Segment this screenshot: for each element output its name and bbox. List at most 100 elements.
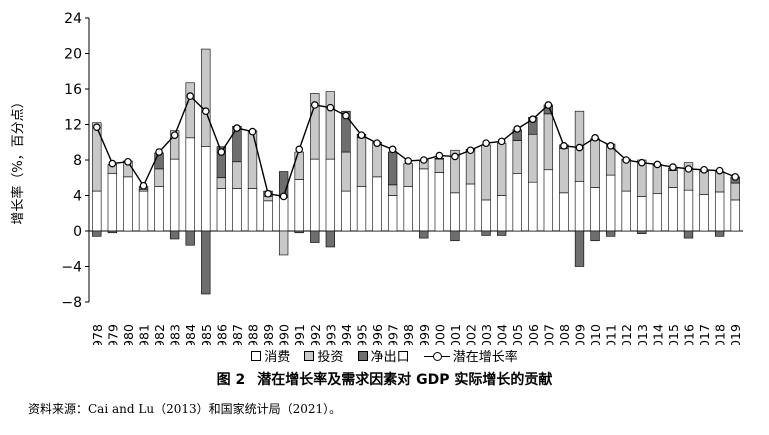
legend-label-investment: 投资	[317, 350, 344, 365]
consumption-bar	[92, 190, 102, 232]
investment-bar	[216, 177, 227, 189]
x-tick-label: 2013	[635, 324, 650, 345]
y-tick-label: 20	[64, 47, 82, 63]
consumption-bar	[434, 172, 445, 232]
investment-bar	[434, 158, 445, 173]
potential-growth-point	[622, 156, 631, 164]
consumption-bar	[310, 158, 320, 232]
x-tick-label: 1983	[168, 324, 183, 345]
legend-label-potential: 潜在增长率	[452, 350, 518, 365]
x-tick-label: 2017	[697, 324, 712, 345]
x-tick-label: 1985	[199, 324, 214, 345]
figure-number: 图 2	[216, 372, 246, 388]
investment-bar	[652, 165, 663, 195]
consumption-bar	[683, 189, 694, 232]
potential-growth-point	[591, 134, 599, 142]
consumption-bar	[232, 188, 242, 232]
consumption-bar	[574, 181, 585, 232]
potential-growth-point	[233, 124, 241, 132]
y-tick-label: 8	[73, 153, 82, 169]
potential-growth-point	[310, 101, 319, 109]
x-tick-label: 1995	[355, 324, 370, 345]
x-tick-label: 1988	[246, 324, 261, 345]
consumption-bar	[216, 188, 227, 232]
investment-bar	[528, 133, 538, 183]
y-tick-label: 24	[64, 11, 82, 27]
legend-item-investment: 投资	[304, 346, 343, 365]
potential-growth-point	[482, 139, 490, 147]
potential-growth-point	[637, 158, 646, 167]
investment-bar	[543, 113, 554, 171]
consumption-bar	[450, 192, 460, 232]
consumption-bar	[107, 173, 118, 232]
potential-growth-point	[419, 156, 428, 164]
consumption-bar	[138, 190, 149, 232]
potential-growth-point	[731, 173, 740, 181]
x-tick-label: 2003	[479, 324, 494, 345]
x-tick-label: 2008	[557, 324, 572, 345]
investment-bar	[387, 184, 398, 196]
net-export-bar	[481, 230, 491, 236]
consumption-bar	[559, 192, 569, 232]
potential-growth-point	[669, 163, 677, 171]
x-tick-label: 2000	[432, 324, 447, 345]
consumption-bar	[730, 199, 740, 232]
x-tick-label: 2004	[495, 324, 510, 345]
consumption-bar	[154, 186, 164, 232]
investment-bar	[714, 171, 725, 193]
consumption-bar	[123, 176, 133, 232]
consumption-bar	[528, 181, 538, 232]
x-tick-label: 2014	[650, 324, 665, 345]
potential-growth-point	[217, 148, 226, 156]
investment-bar	[403, 163, 413, 187]
x-tick-label: 1989	[261, 324, 276, 345]
x-tick-label: 1993	[323, 324, 338, 345]
investment-bar	[465, 149, 476, 185]
x-tick-label: 2001	[448, 324, 463, 345]
consumption-bar	[263, 200, 273, 232]
y-tick-label: −4	[61, 260, 82, 276]
consumption-bar	[652, 193, 663, 232]
investment-bar	[496, 142, 507, 196]
legend-label-consumption: 消费	[264, 350, 291, 365]
investment-bar	[512, 140, 522, 174]
potential-growth-point	[513, 125, 522, 133]
net-export-bar	[185, 230, 195, 246]
potential-growth-point	[326, 103, 335, 112]
consumption-bar	[465, 183, 476, 232]
x-tick-label: 1999	[417, 324, 432, 345]
consumption-bar	[169, 158, 180, 232]
net-export-bar	[169, 230, 180, 240]
potential-growth-point	[388, 145, 397, 154]
x-tick-label: 1997	[386, 324, 401, 345]
x-tick-label: 2010	[588, 324, 603, 345]
line-layer	[92, 92, 740, 201]
x-tick-label: 2016	[682, 324, 697, 345]
potential-growth-point	[700, 165, 708, 174]
potential-growth-point	[124, 157, 132, 166]
bars-layer	[92, 48, 740, 295]
x-tick-label: 1986	[214, 324, 229, 345]
potential-growth-point	[684, 165, 693, 173]
investment-bar	[169, 130, 180, 160]
legend-item-net-export: 净出口	[357, 346, 410, 365]
x-tick-label: 1981	[137, 324, 152, 345]
net-export-bar	[310, 230, 320, 243]
y-tick-label: 12	[64, 118, 82, 134]
investment-bar	[341, 151, 351, 192]
y-axis-label: 增长率（%，百分点）	[10, 95, 26, 224]
consumption-bar	[387, 195, 398, 232]
net-export-bar	[216, 146, 227, 179]
consumption-bar	[247, 188, 258, 232]
net-export-bar	[107, 230, 118, 234]
x-tick-label: 2007	[541, 324, 556, 345]
consumption-bar	[512, 173, 522, 232]
legend: 消费 投资 净出口 潜在增长率	[0, 346, 769, 365]
investment-bar	[154, 168, 164, 187]
figure-title: 潜在增长率及需求因素对 GDP 实际增长的贡献	[257, 372, 553, 388]
net-export-bar	[450, 230, 460, 242]
consumption-bar	[637, 196, 647, 232]
net-export-bar	[92, 230, 102, 237]
source-note: 资料来源：Cai and Lu（2013）和国家统计局（2021）。	[28, 402, 342, 416]
